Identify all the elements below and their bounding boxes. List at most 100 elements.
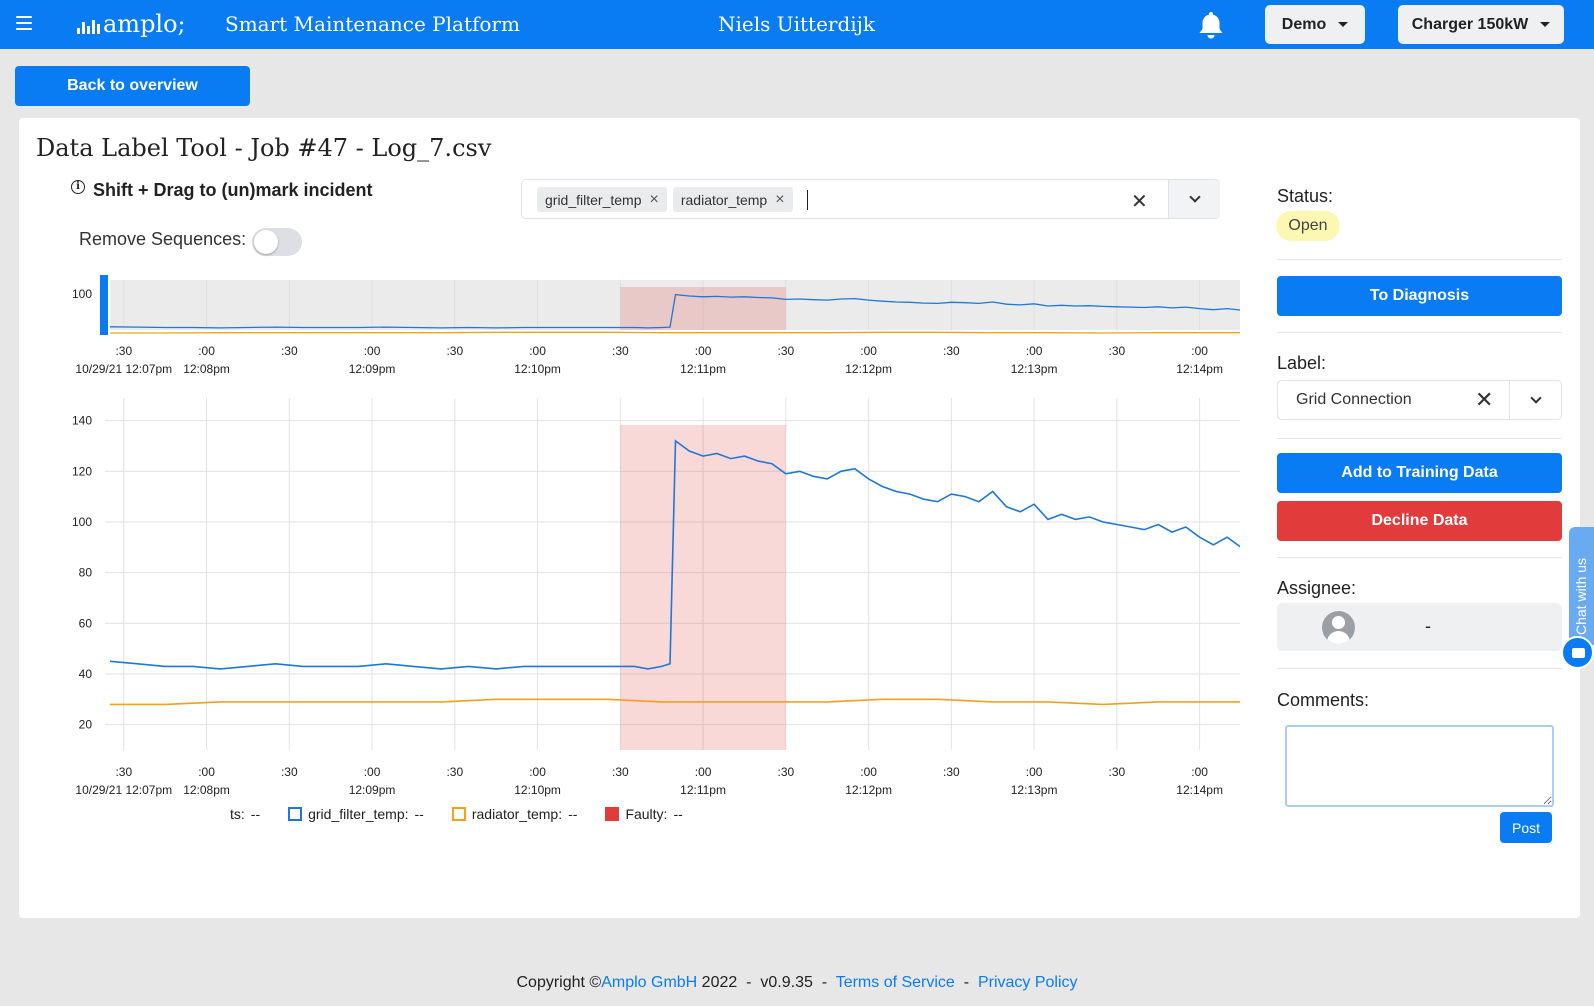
app-title: Smart Maintenance Platform [225, 12, 520, 36]
signal-chip-label: grid_filter_temp [545, 191, 642, 208]
hint-text: Shift + Drag to (un)mark incident [93, 180, 373, 200]
hint: i Shift + Drag to (un)mark incident [71, 179, 373, 201]
divider [1277, 557, 1562, 558]
x-tick-label: :00 [1026, 765, 1043, 779]
overview-x-tick-sublabel: 12:12pm [845, 362, 892, 376]
overview-x-tick-label: :00 [198, 344, 215, 358]
company-link[interactable]: Amplo GmbH [601, 974, 698, 991]
charger-dropdown[interactable]: Charger 150kW [1398, 5, 1564, 44]
legend-swatch [288, 807, 303, 821]
overview-faulty-region[interactable] [620, 287, 786, 330]
caret-down-icon [1540, 22, 1551, 27]
x-tick-label: :30 [612, 765, 629, 779]
multiselect-dropdown-toggle[interactable] [1169, 180, 1220, 218]
x-tick-sublabel: 12:09pm [349, 783, 396, 797]
chat-bubble-icon[interactable] [1561, 636, 1594, 669]
x-tick-label: :30 [115, 765, 132, 779]
label-label: Label: [1277, 353, 1327, 373]
clear-all-icon[interactable]: ✕ [1131, 191, 1148, 213]
overview-x-tick-label: :00 [364, 344, 381, 358]
notification-bell-icon[interactable] [1197, 10, 1225, 40]
overview-x-tick-label: :00 [1191, 344, 1208, 358]
legend-faulty[interactable]: Faulty: -- [605, 806, 683, 822]
hamburger-menu-icon[interactable] [16, 16, 32, 30]
charts-svg[interactable]: :30 10/29/21 12:07pm :00 12:08pm :30 :00 12:09… [0, 0, 1240, 830]
x-tick-sublabel: 12:08pm [183, 783, 230, 797]
legend-radiator-label: radiator_temp: [471, 806, 563, 822]
x-tick-sublabel: 12:13pm [1011, 783, 1058, 797]
overview-x-tick-label: :00 [529, 344, 546, 358]
assignee-selector[interactable]: - [1277, 603, 1562, 651]
legend-swatch [605, 807, 620, 821]
amplo-logo[interactable]: amplo; [77, 10, 186, 38]
divider [1277, 438, 1562, 439]
y-tick-label: 20 [79, 718, 93, 732]
x-tick-label: :30 [777, 765, 794, 779]
status-label: Status: [1277, 186, 1334, 206]
legend-faulty-label: Faulty: [625, 806, 668, 822]
privacy-policy-link[interactable]: Privacy Policy [977, 974, 1078, 991]
clear-label-icon[interactable]: ✕ [1475, 387, 1494, 412]
charger-dropdown-label: Charger 150kW [1411, 15, 1529, 33]
signal-chip: radiator_temp × [672, 187, 793, 212]
logo-text: amplo; [103, 10, 186, 38]
info-icon: i [71, 179, 85, 194]
terms-of-service-link[interactable]: Terms of Service [835, 974, 955, 991]
x-tick-label: :00 [364, 765, 381, 779]
chip-remove-icon[interactable]: × [775, 190, 785, 208]
overview-x-tick-label: :30 [777, 344, 794, 358]
legend-grid-label: grid_filter_temp: [308, 806, 409, 822]
y-tick-label: 140 [72, 414, 92, 428]
signal-chip-label: radiator_temp [680, 191, 768, 208]
x-tick-label: :00 [860, 765, 877, 779]
x-tick-label: :30 [1109, 765, 1126, 779]
chat-with-us-tab[interactable]: Chat with us [1569, 527, 1594, 645]
avatar-user-icon [1322, 611, 1355, 644]
demo-dropdown[interactable]: Demo [1265, 5, 1365, 44]
overview-x-tick-sublabel: 12:09pm [349, 362, 396, 376]
overview-x-tick-label: :30 [612, 344, 629, 358]
x-tick-label: :30 [943, 765, 960, 779]
comments-textarea[interactable] [1285, 725, 1554, 807]
overview-chart[interactable]: :30 10/29/21 12:07pm:00 12:08pm:30:00 12:09… [72, 275, 1240, 376]
footer-separator: - [954, 974, 978, 991]
legend-swatch [451, 807, 466, 821]
label-select[interactable]: Grid Connection ✕ [1277, 380, 1562, 420]
legend-grid-filter-temp[interactable]: grid_filter_temp: -- [288, 806, 424, 822]
overview-x-tick-label: :00 [1026, 344, 1043, 358]
x-tick-label: :30 [281, 765, 298, 779]
post-comment-button[interactable]: Post [1500, 812, 1552, 843]
signal-multiselect[interactable]: grid_filter_temp × radiator_temp × ✕ [521, 179, 1220, 219]
y-tick-label: 120 [72, 464, 92, 478]
back-to-overview-button[interactable]: Back to overview [15, 66, 250, 106]
remove-sequences-label: Remove Sequences: [79, 229, 247, 249]
toggle-knob [254, 230, 278, 254]
legend-radiator-temp[interactable]: radiator_temp: -- [451, 806, 577, 822]
overview-x-tick-sublabel: 12:08pm [183, 362, 230, 376]
decline-data-button[interactable]: Decline Data [1277, 501, 1562, 541]
x-tick-sublabel: 10/29/21 12:07pm [75, 783, 172, 797]
add-to-training-data-button[interactable]: Add to Training Data [1277, 453, 1562, 493]
faulty-region[interactable] [620, 425, 786, 750]
divider [1277, 259, 1562, 260]
chip-remove-icon[interactable]: × [649, 190, 659, 208]
overview-x-tick-sublabel: 12:11pm [680, 362, 726, 376]
to-diagnosis-button[interactable]: To Diagnosis [1277, 276, 1562, 316]
series-line-radiator_temp[interactable] [110, 698, 1240, 706]
overview-series-line-grid_filter_temp [109, 293, 1240, 329]
overview-series-line-radiator_temp [110, 331, 1240, 334]
demo-dropdown-label: Demo [1281, 15, 1327, 33]
x-tick-sublabel: 12:12pm [845, 783, 892, 797]
overview-x-tick-label: :30 [943, 344, 960, 358]
overview-x-tick-sublabel: 12:10pm [514, 362, 561, 376]
label-dropdown-toggle[interactable] [1510, 381, 1562, 419]
brush-left-handle[interactable] [100, 275, 108, 335]
remove-sequences-toggle[interactable] [252, 228, 302, 256]
footer-version: 2022 - v0.9.35 - [697, 974, 836, 991]
chat-tab-label: Chat with us [1573, 557, 1589, 635]
footer-copyright: Copyright © [516, 974, 602, 991]
series-line-grid_filter_temp[interactable] [109, 439, 1240, 670]
assignee-name: - [1425, 616, 1431, 636]
main-chart[interactable]: 20 40 60 80 100 120 140:30 10/29/21 12:07pm:00 1… [72, 398, 1240, 797]
x-tick-label: :00 [198, 765, 215, 779]
